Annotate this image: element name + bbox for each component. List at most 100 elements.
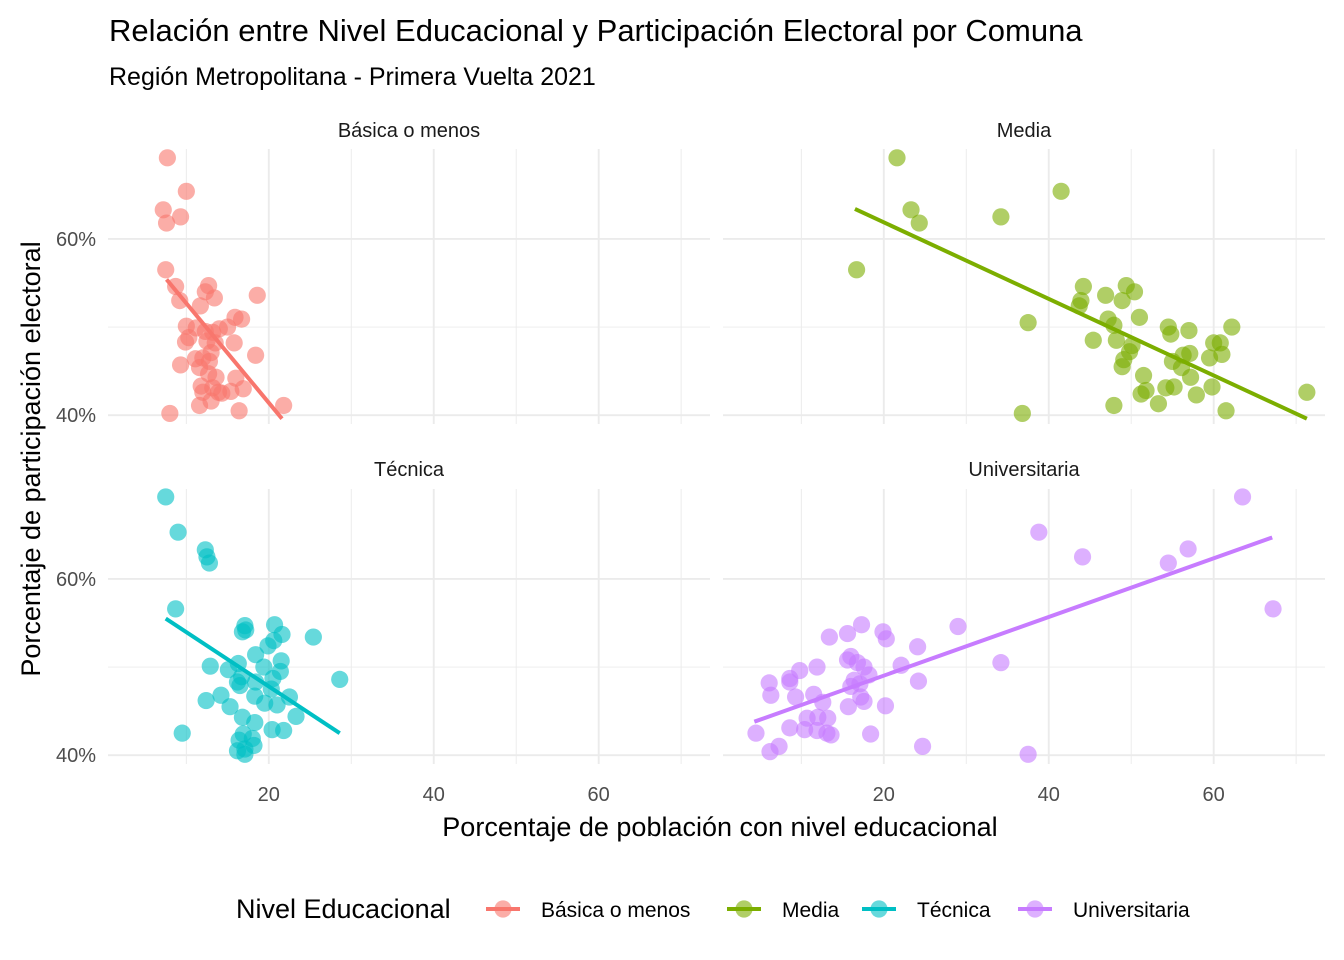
trend-line-basica-o-menos [165,278,284,420]
data-point-media [1149,395,1168,413]
trend-line-media [854,207,1308,421]
data-point-media [1180,321,1198,340]
legend-title: Nivel Educacional [236,894,451,924]
data-point-tecnica [256,694,274,712]
data-point-media [1084,331,1102,349]
data-point-media [1074,277,1092,296]
data-point-media [1217,402,1235,420]
legend-label-tecnica: Técnica [917,899,991,922]
data-point-tecnica [201,657,219,675]
data-point-universitaria [852,616,871,634]
data-point-universitaria [876,697,895,715]
data-point-tecnica [304,628,322,646]
data-point-media [910,214,928,232]
data-point-universitaria [839,698,857,716]
data-point-universitaria [862,725,880,743]
data-point-basica-o-menos [247,346,265,364]
data-point-basica-o-menos [171,208,190,226]
data-point-basica-o-menos [161,404,179,423]
y-tick-label: 60% [56,229,96,251]
data-point-media [1113,358,1131,376]
data-point-basica-o-menos [232,310,251,328]
data-point-universitaria [909,638,927,656]
data-point-basica-o-menos [210,320,228,338]
data-point-universitaria [809,708,827,726]
x-tick-label: 20 [258,784,280,806]
data-point-universitaria [796,721,814,739]
facet-label-basica-o-menos: Básica o menos [338,120,480,142]
data-point-tecnica [233,623,252,641]
chart-subtitle: Región Metropolitana - Primera Vuelta 20… [109,63,596,91]
data-point-tecnica [231,676,249,695]
data-point-media [1203,378,1221,396]
legend-swatch-tecnica [870,900,888,918]
legend-label-basica-o-menos: Básica o menos [541,899,690,922]
y-tick-label: 40% [56,405,96,427]
data-point-media [847,261,866,279]
data-point-tecnica [263,721,281,739]
x-tick-label: 20 [873,784,895,806]
data-point-media [1097,286,1115,304]
data-point-universitaria [1264,600,1282,618]
data-point-basica-o-menos [202,392,220,410]
data-point-basica-o-menos [157,261,175,279]
data-point-media [1223,318,1241,336]
data-point-basica-o-menos [157,214,176,232]
data-point-media [1130,308,1149,326]
data-point-tecnica [265,632,283,650]
data-point-media [1125,283,1144,301]
legend: Nivel Educacional Básica o menos Media Téc… [236,894,1190,924]
facet-panels: Básica o menos 40% 60% Media Técnica 40% 60% 20… [56,120,1325,806]
data-point-universitaria [820,628,838,646]
legend-item-basica-o-menos: Básica o menos [486,899,690,922]
data-point-basica-o-menos [191,297,209,315]
data-point-tecnica [169,523,187,541]
data-point-tecnica [212,686,230,704]
data-point-media [1181,368,1200,386]
data-point-universitaria [949,617,967,636]
data-point-media [1107,331,1125,349]
legend-item-universitaria: Universitaria [1018,899,1190,922]
data-point-basica-o-menos [171,292,189,310]
data-point-tecnica [200,554,219,572]
data-point-universitaria [822,726,840,744]
data-point-universitaria [781,719,799,737]
data-point-tecnica [219,661,237,679]
legend-item-media: Media [727,899,840,922]
chart-title: Relación entre Nivel Educacional y Parti… [109,13,1083,48]
trend-line-tecnica [164,616,341,735]
data-point-universitaria [781,673,799,691]
y-axis-label: Porcentaje de participación electoral [16,241,46,676]
data-point-media [1019,314,1037,332]
data-point-tecnica [197,691,215,710]
legend-item-tecnica: Técnica [862,899,991,922]
data-point-universitaria [747,724,765,742]
data-point-media [902,201,920,219]
facet-label-media: Media [997,120,1052,142]
data-point-basica-o-menos [230,402,248,420]
data-point-universitaria [1233,488,1252,506]
data-point-universitaria [1019,745,1037,763]
data-point-basica-o-menos [234,380,252,398]
x-tick-label: 60 [588,784,610,806]
data-point-universitaria [913,737,932,755]
y-tick-label: 60% [56,569,96,591]
data-point-universitaria [761,743,779,761]
data-point-media [1013,404,1031,423]
data-point-media [1157,379,1175,397]
x-tick-label: 40 [1038,784,1060,806]
y-tick-label: 40% [56,745,96,767]
data-point-tecnica [167,600,185,618]
data-point-basica-o-menos [154,201,172,219]
data-point-tecnica [246,713,264,732]
x-tick-label: 40 [423,784,445,806]
data-point-media [1052,182,1070,200]
data-point-tecnica [287,707,305,726]
data-point-universitaria [762,686,780,704]
facet-label-universitaria: Universitaria [968,459,1080,481]
x-axis-label: Porcentaje de población con nivel educac… [442,812,997,842]
data-point-tecnica [255,658,273,676]
data-point-basica-o-menos [225,334,243,352]
data-point-universitaria [852,688,870,706]
